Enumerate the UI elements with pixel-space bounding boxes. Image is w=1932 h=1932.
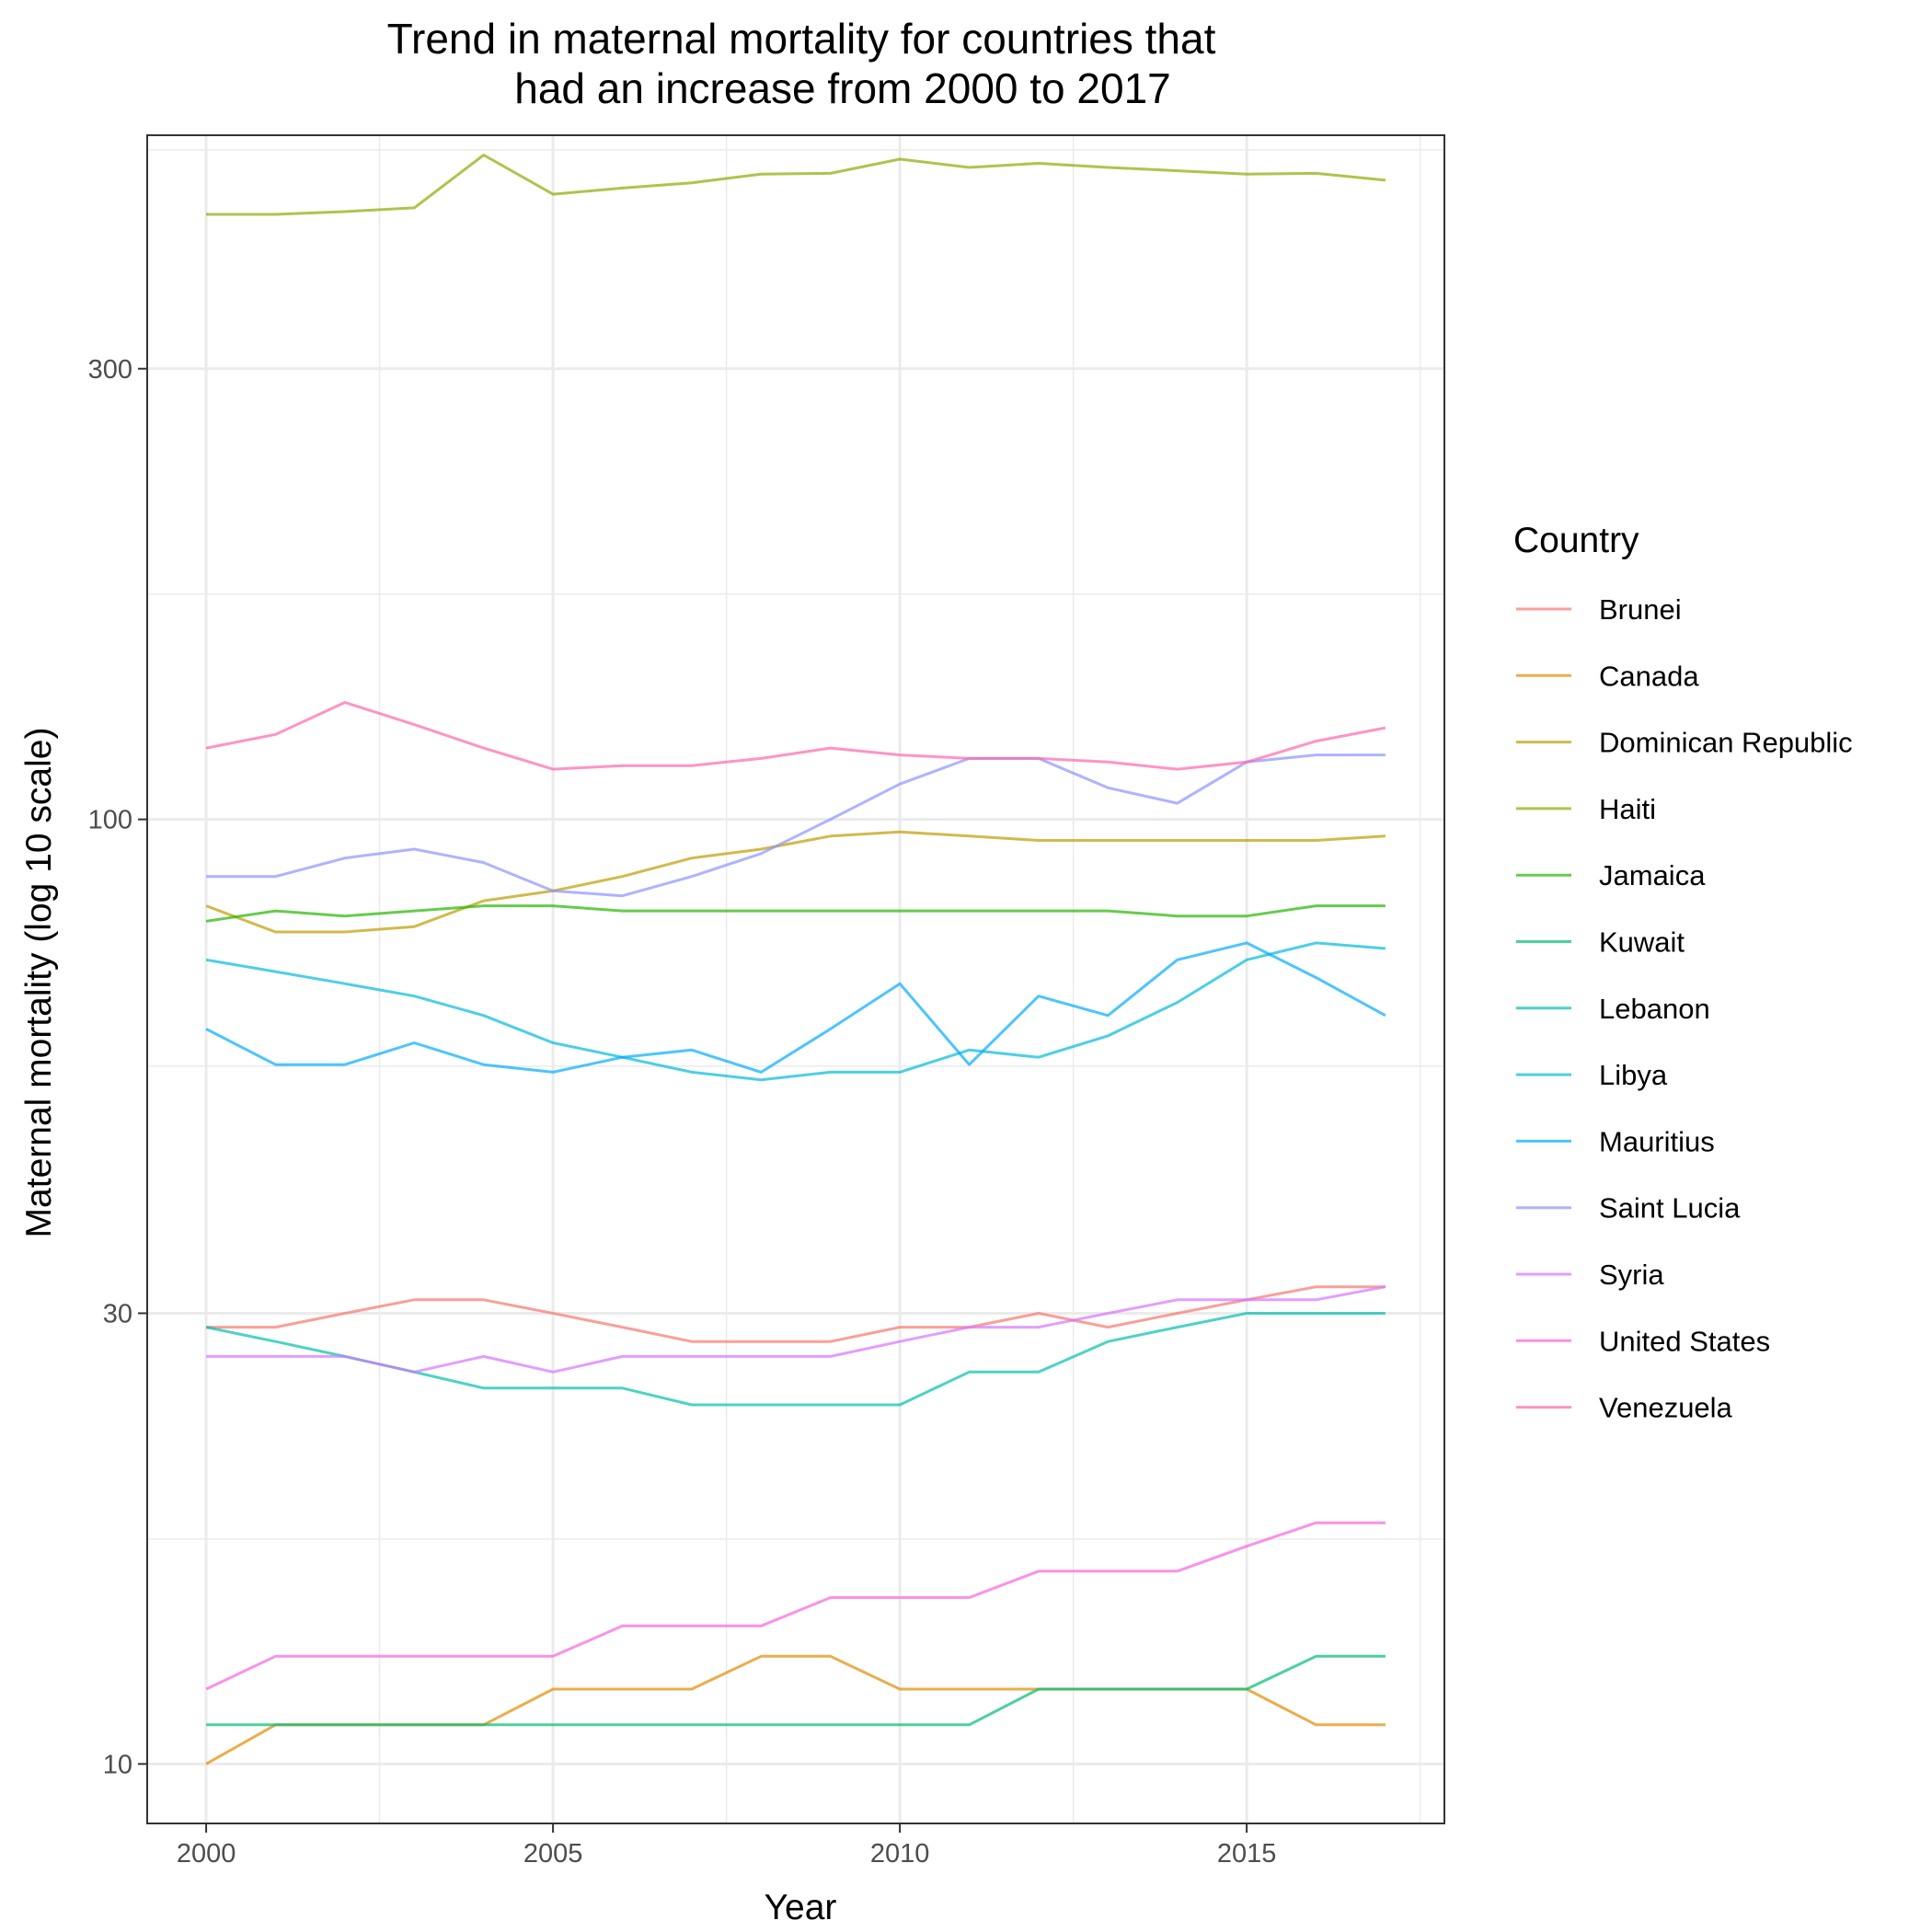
series-line-haiti xyxy=(206,154,1386,216)
legend-label-syria: Syria xyxy=(1599,1259,1664,1291)
y-axis-title: Maternal mortality (log 10 scale) xyxy=(19,728,59,1238)
series-line-brunei xyxy=(206,1285,1386,1343)
plot-panel-border xyxy=(146,134,1445,1824)
x-tick-label: 2005 xyxy=(523,1839,583,1869)
series-line-venezuela xyxy=(205,701,1386,771)
x-axis-title: Year xyxy=(765,1888,837,1927)
chart-title-line-2: had an increase from 2000 to 2017 xyxy=(514,64,1171,112)
legend-label-brunei: Brunei xyxy=(1599,593,1682,626)
axes: 2000 2005 2010 2015 10 30 100 300 xyxy=(88,355,1277,1869)
y-tick-label: 30 xyxy=(103,1299,132,1328)
x-tick-label: 2015 xyxy=(1217,1839,1277,1869)
series-line-lebanon xyxy=(205,1312,1386,1407)
series-line-jamaica xyxy=(205,904,1386,923)
series-line-syria xyxy=(206,1285,1386,1374)
grid-lines xyxy=(147,135,1444,1823)
series-line-libya xyxy=(205,941,1386,1082)
series-line-saint-lucia xyxy=(206,753,1386,898)
legend-label-venezuela: Venezuela xyxy=(1599,1392,1733,1424)
series-line-united-states xyxy=(205,1521,1386,1691)
legend-label-mauritius: Mauritius xyxy=(1599,1125,1715,1157)
legend-item-brunei: Brunei xyxy=(1516,593,1682,626)
series-line-canada xyxy=(205,1654,1386,1765)
x-tick-label: 2010 xyxy=(870,1839,930,1869)
series-line-dominican-republic xyxy=(205,830,1386,934)
y-tick-label: 100 xyxy=(88,806,132,835)
legend-label-lebanon: Lebanon xyxy=(1599,993,1710,1025)
legend-item-kuwait: Kuwait xyxy=(1516,926,1685,959)
series-line-kuwait xyxy=(206,1654,1386,1727)
legend: Country Brunei Canada Dominican Republic Ha… xyxy=(1513,521,1853,1424)
legend-item-canada: Canada xyxy=(1516,660,1699,692)
legend-label-jamaica: Jamaica xyxy=(1599,859,1706,891)
series-lines xyxy=(205,154,1386,1765)
legend-item-haiti: Haiti xyxy=(1516,793,1656,825)
legend-item-venezuela: Venezuela xyxy=(1516,1392,1733,1424)
chart-title-line-1: Trend in maternal mortality for countrie… xyxy=(387,15,1216,63)
x-tick-label: 2000 xyxy=(177,1839,236,1869)
legend-item-syria: Syria xyxy=(1516,1259,1664,1291)
legend-item-mauritius: Mauritius xyxy=(1516,1125,1715,1157)
legend-label-haiti: Haiti xyxy=(1599,793,1656,825)
legend-label-canada: Canada xyxy=(1599,660,1699,692)
legend-item-dominican-republic: Dominican Republic xyxy=(1516,727,1853,759)
legend-label-kuwait: Kuwait xyxy=(1599,926,1685,959)
legend-label-united-states: United States xyxy=(1599,1325,1770,1357)
legend-item-united-states: United States xyxy=(1516,1325,1770,1357)
y-tick-label: 10 xyxy=(103,1750,132,1779)
y-tick-label: 300 xyxy=(88,355,132,385)
legend-label-dominican-republic: Dominican Republic xyxy=(1599,727,1853,759)
series-line-mauritius xyxy=(205,941,1386,1074)
legend-item-lebanon: Lebanon xyxy=(1516,993,1710,1025)
legend-label-libya: Libya xyxy=(1599,1059,1668,1091)
legend-item-saint-lucia: Saint Lucia xyxy=(1516,1192,1741,1225)
legend-title: Country xyxy=(1513,521,1639,560)
legend-label-saint-lucia: Saint Lucia xyxy=(1599,1192,1741,1225)
legend-item-jamaica: Jamaica xyxy=(1516,859,1706,891)
legend-item-libya: Libya xyxy=(1516,1059,1668,1091)
